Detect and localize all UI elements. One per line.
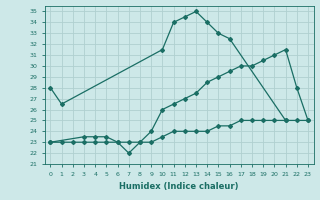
X-axis label: Humidex (Indice chaleur): Humidex (Indice chaleur) [119, 182, 239, 191]
